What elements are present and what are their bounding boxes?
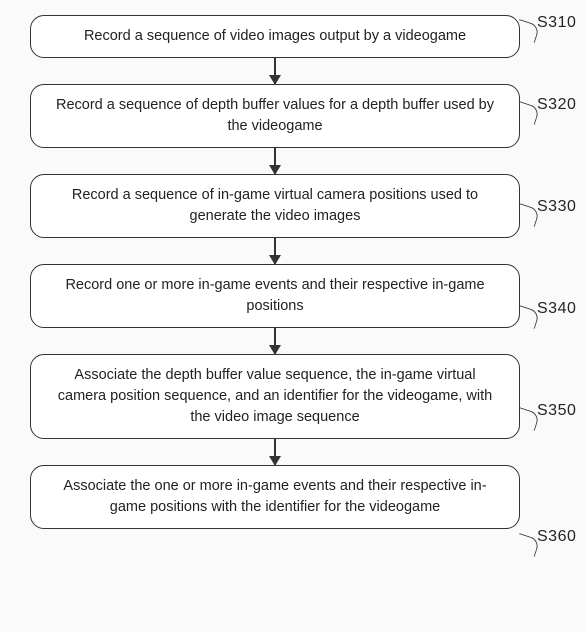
flow-arrow	[274, 439, 276, 465]
flowchart-container: Record a sequence of video images output…	[30, 15, 520, 529]
flow-arrow	[274, 148, 276, 174]
flow-arrow	[274, 58, 276, 84]
flow-node: Associate the one or more in-game events…	[30, 465, 520, 529]
flow-arrow	[274, 328, 276, 354]
flow-node: Record a sequence of in-game virtual cam…	[30, 174, 520, 238]
step-label: S360	[537, 528, 576, 546]
flow-node: Record a sequence of video images output…	[30, 15, 520, 58]
flow-arrow	[274, 238, 276, 264]
flow-node: Record one or more in-game events and th…	[30, 264, 520, 328]
step-label: S350	[537, 402, 576, 420]
step-label: S340	[537, 300, 576, 318]
step-label: S330	[537, 198, 576, 216]
flow-node: Associate the depth buffer value sequenc…	[30, 354, 520, 439]
step-label: S310	[537, 14, 576, 32]
step-label: S320	[537, 96, 576, 114]
flow-node: Record a sequence of depth buffer values…	[30, 84, 520, 148]
